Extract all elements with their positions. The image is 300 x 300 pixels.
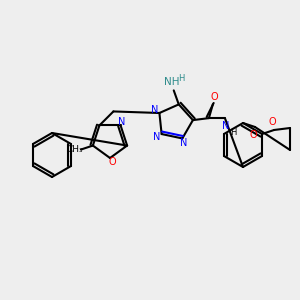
Text: O: O bbox=[210, 92, 218, 102]
Text: O: O bbox=[249, 130, 257, 140]
Text: H: H bbox=[178, 74, 185, 83]
Text: N: N bbox=[153, 132, 160, 142]
Text: N: N bbox=[222, 121, 230, 131]
Text: H: H bbox=[230, 128, 236, 136]
Text: O: O bbox=[268, 117, 276, 127]
Text: N: N bbox=[180, 138, 187, 148]
Text: N: N bbox=[151, 105, 158, 115]
Text: N: N bbox=[118, 117, 125, 128]
Text: NH: NH bbox=[164, 77, 179, 87]
Text: O: O bbox=[108, 157, 116, 167]
Text: CH₃: CH₃ bbox=[67, 145, 83, 154]
